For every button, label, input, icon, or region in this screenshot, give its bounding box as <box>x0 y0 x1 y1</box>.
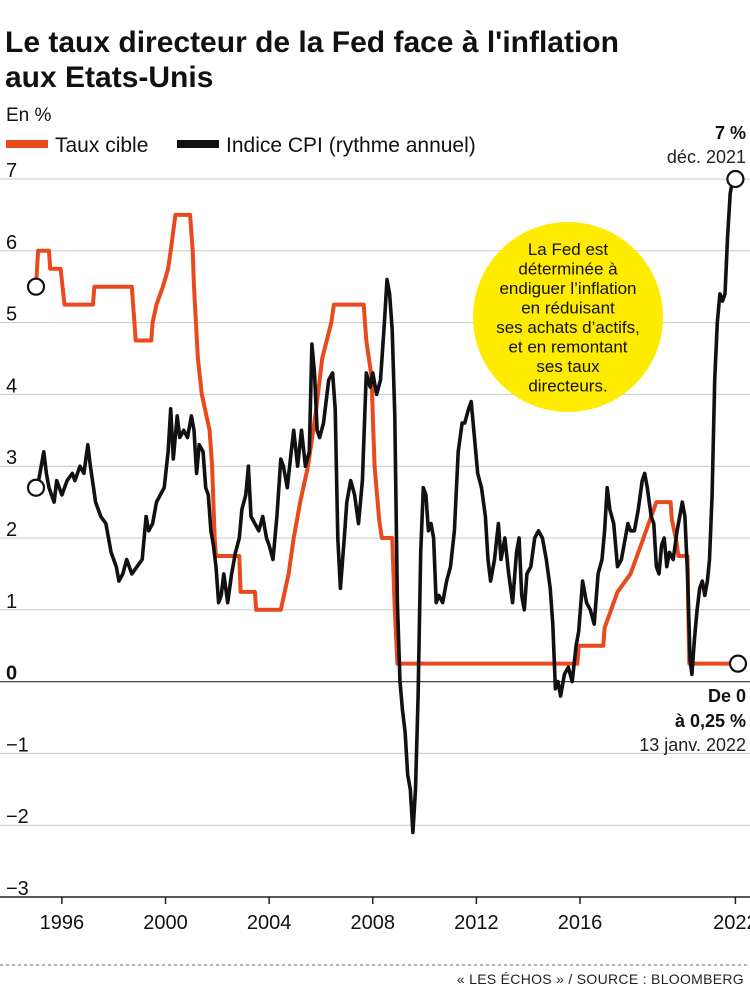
legend-swatch-taux-cible <box>6 140 48 148</box>
bubble-text-line: déterminée à <box>518 259 618 278</box>
series-taux-cible-line <box>34 212 740 666</box>
y-tick-label: −2 <box>6 806 29 828</box>
annotation-rate-line-1: De 0 <box>708 686 746 706</box>
x-tick-label: 2004 <box>247 912 292 934</box>
y-tick-label: 7 <box>6 160 17 182</box>
annotation-rate-date: 13 janv. 2022 <box>639 735 746 755</box>
x-axis-ticks: 1996 2000 2004 2008 2012 2016 2022 <box>0 896 750 934</box>
series-lines <box>34 177 740 835</box>
marker-taux-end <box>728 654 748 673</box>
end-annotations: 7 % déc. 2021 De 0 à 0,25 % 13 janv. 202… <box>639 123 746 755</box>
chart-title: Le taux directeur de la Fed face à l'inf… <box>5 26 619 94</box>
y-tick-label: 4 <box>6 375 17 397</box>
y-tick-label: 6 <box>6 232 17 254</box>
y-tick-label: 2 <box>6 519 17 541</box>
bubble-text-line: en réduisant <box>521 298 615 317</box>
legend-label-taux-cible: Taux cible <box>55 134 148 157</box>
y-axis-ticks: −3 −2 −1 0 1 2 3 4 5 6 7 <box>6 160 29 900</box>
bubble-text-line: ses achats d’actifs, <box>496 318 640 337</box>
source-credit: « LES ÉCHOS » / SOURCE : BLOOMBERG <box>457 971 744 987</box>
annotation-cpi-date: déc. 2021 <box>667 147 746 167</box>
endpoint-markers <box>26 169 748 673</box>
annotation-cpi-value: 7 % <box>715 123 746 143</box>
bubble-text: La Fed est déterminée à endiguer l’inflati… <box>496 240 640 396</box>
chart-title-line-2: aux Etats-Unis <box>5 61 213 94</box>
y-tick-label: 1 <box>6 591 17 613</box>
y-axis-unit-label: En % <box>6 105 52 126</box>
fed-bubble: La Fed est déterminée à endiguer l’inflati… <box>473 222 663 412</box>
bubble-text-line: ses taux <box>536 357 600 376</box>
bubble-text-line: endiguer l’inflation <box>499 279 636 298</box>
series-cpi-line <box>34 177 738 835</box>
bubble-circle <box>473 222 663 412</box>
bubble-text-line: directeurs. <box>528 376 607 395</box>
x-tick-label: 1996 <box>40 912 85 934</box>
y-tick-label: −3 <box>6 878 29 900</box>
x-tick-label: 2008 <box>351 912 396 934</box>
legend-swatch-cpi <box>177 140 219 148</box>
legend-label-cpi: Indice CPI (rythme annuel) <box>226 134 476 157</box>
x-tick-label: 2012 <box>454 912 499 934</box>
marker-taux-start <box>26 277 46 296</box>
y-tick-label: 3 <box>6 447 17 469</box>
bubble-text-line: et en remontant <box>508 337 627 356</box>
y-tick-label: 0 <box>6 663 17 685</box>
marker-cpi-start <box>26 478 46 497</box>
x-tick-label: 2016 <box>558 912 603 934</box>
legend: Taux cible Indice CPI (rythme annuel) <box>6 134 476 157</box>
annotation-rate-line-2: à 0,25 % <box>675 711 746 731</box>
x-tick-label: 2022 <box>713 912 750 934</box>
bubble-text-line: La Fed est <box>528 240 609 259</box>
y-tick-label: −1 <box>6 734 29 756</box>
chart-title-line-1: Le taux directeur de la Fed face à l'inf… <box>5 26 619 59</box>
y-tick-label: 5 <box>6 304 17 326</box>
marker-cpi-end <box>726 169 745 189</box>
x-tick-label: 2000 <box>143 912 188 934</box>
